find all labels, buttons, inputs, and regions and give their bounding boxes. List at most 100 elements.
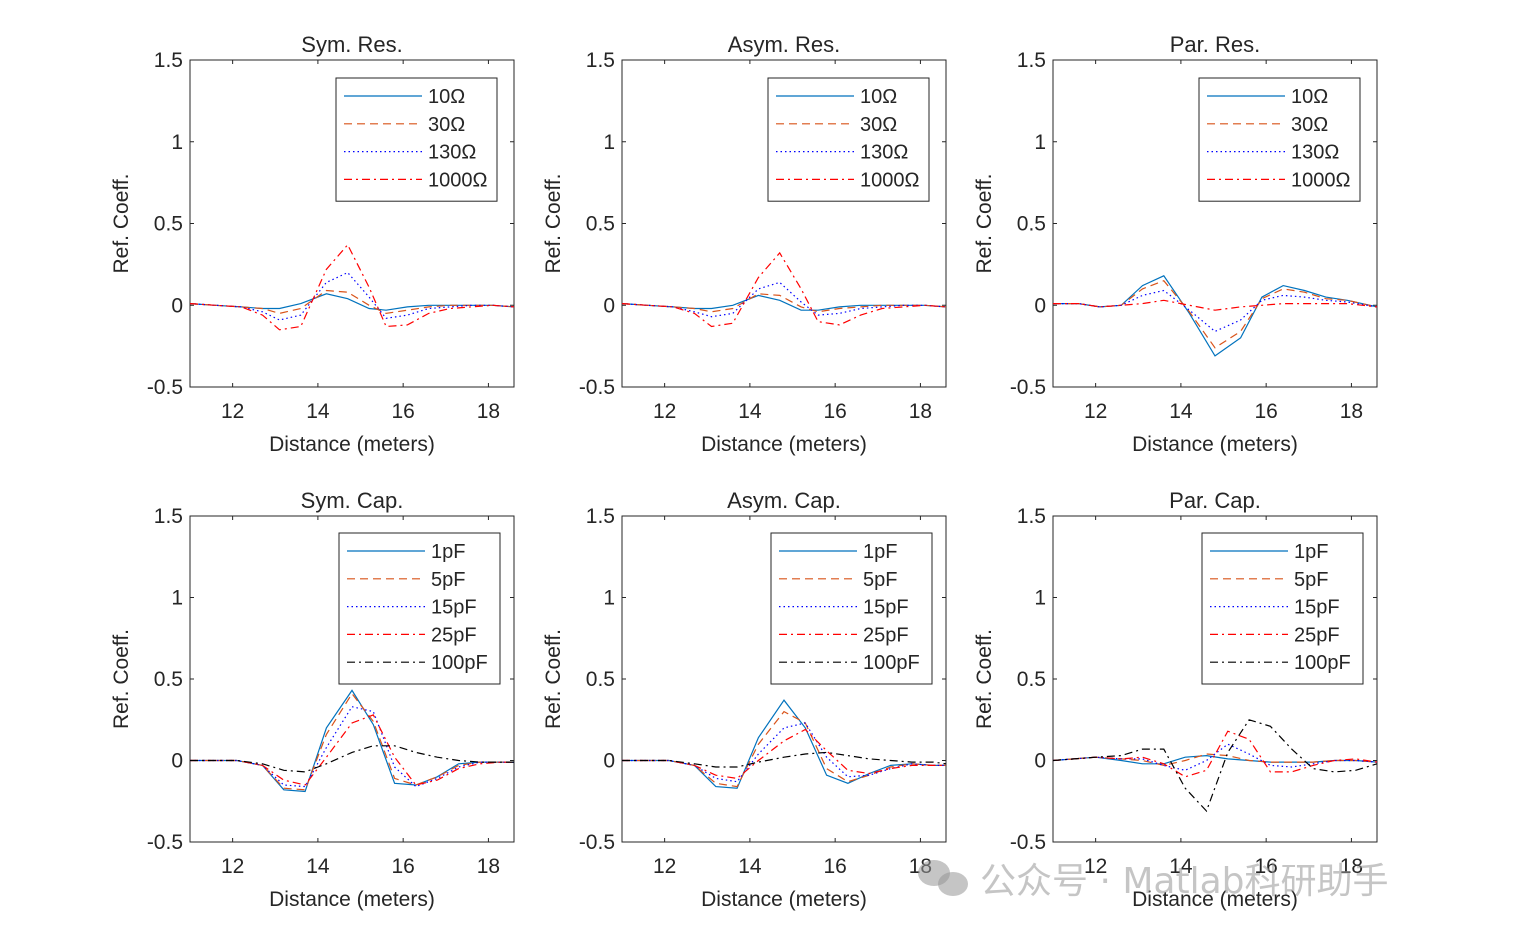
legend-label: 5pF <box>431 569 465 591</box>
y-tick-label: 0 <box>171 294 183 317</box>
series-line <box>622 281 946 318</box>
y-tick-label: 0.5 <box>586 668 615 691</box>
x-axis-label: Distance (meters) <box>1132 433 1298 456</box>
y-tick-label: 1 <box>603 131 615 154</box>
legend <box>335 77 498 202</box>
legend-label: 30Ω <box>860 114 897 136</box>
y-tick-label: 1 <box>171 131 183 154</box>
y-tick-label: 1 <box>1034 587 1046 610</box>
chart-title: Par. Res. <box>1170 32 1260 57</box>
watermark-text: 公众号 · Matlab科研助手 <box>980 861 1389 902</box>
x-tick-label: 12 <box>1084 400 1107 423</box>
y-tick-label: 1.5 <box>1017 505 1046 528</box>
chart-title: Asym. Res. <box>728 32 840 57</box>
legend <box>338 532 501 685</box>
chart-title: Par. Cap. <box>1169 488 1261 513</box>
legend-label: 30Ω <box>428 114 465 136</box>
series-line <box>190 243 514 331</box>
y-tick-label: -0.5 <box>579 376 615 399</box>
wechat-logo-icon <box>918 856 970 900</box>
series-line <box>190 714 514 786</box>
legend-label: 130Ω <box>860 142 908 164</box>
legend-label: 5pF <box>863 569 897 591</box>
y-tick-label: 0 <box>603 294 615 317</box>
y-axis-label: Ref. Coeff. <box>542 174 565 274</box>
legend-label: 100pF <box>431 652 488 674</box>
x-tick-label: 16 <box>1254 400 1277 423</box>
x-tick-label: 14 <box>306 400 330 423</box>
y-tick-label: 1.5 <box>154 49 183 72</box>
y-tick-label: 1.5 <box>586 505 615 528</box>
x-tick-label: 12 <box>653 400 676 423</box>
x-axis-label: Distance (meters) <box>701 433 867 456</box>
x-tick-label: 14 <box>738 400 762 423</box>
y-tick-label: 0.5 <box>586 213 615 236</box>
y-axis-label: Ref. Coeff. <box>973 174 996 274</box>
legend-label: 15pF <box>431 597 477 619</box>
x-tick-label: 12 <box>221 400 244 423</box>
chart-panel: 12 14 16 18 -0.5 0 0.5 1 1.5 Par. Cap. Distance (m… <box>973 488 1378 911</box>
legend <box>767 77 930 202</box>
series-line <box>622 251 946 328</box>
legend-label: 15pF <box>1294 597 1340 619</box>
x-tick-label: 16 <box>391 855 414 878</box>
chart-title: Sym. Cap. <box>301 488 404 513</box>
series-line <box>1053 299 1377 311</box>
y-axis-label: Ref. Coeff. <box>110 174 133 274</box>
legend <box>1201 532 1364 685</box>
x-tick-label: 18 <box>477 400 500 423</box>
y-tick-label: 0.5 <box>154 213 183 236</box>
y-tick-label: 1.5 <box>154 505 183 528</box>
x-tick-label: 12 <box>1084 855 1107 878</box>
legend-label: 10Ω <box>860 86 897 108</box>
legend-label: 30Ω <box>1291 114 1328 136</box>
legend-label: 130Ω <box>1291 142 1339 164</box>
chart-panel: 12 14 16 18 -0.5 0 0.5 1 1.5 Asym. Res. Distance (… <box>542 32 947 456</box>
y-tick-label: 0 <box>1034 750 1046 773</box>
y-tick-label: 0 <box>171 750 183 773</box>
series-line <box>622 293 946 313</box>
x-tick-label: 18 <box>477 855 500 878</box>
legend-label: 1000Ω <box>1291 169 1350 191</box>
chart-panel: 12 14 16 18 -0.5 0 0.5 1 1.5 Sym. Res. Distance (m… <box>110 32 515 456</box>
x-tick-label: 16 <box>823 400 846 423</box>
legend-label: 1pF <box>1294 541 1328 563</box>
legend-label: 130Ω <box>428 142 476 164</box>
x-tick-label: 18 <box>1340 855 1363 878</box>
x-tick-label: 16 <box>823 855 846 878</box>
legend-label: 100pF <box>863 652 920 674</box>
chart-title: Asym. Cap. <box>727 488 841 513</box>
y-tick-label: 0 <box>603 750 615 773</box>
y-tick-label: 0.5 <box>154 668 183 691</box>
y-tick-label: 1 <box>603 587 615 610</box>
y-tick-label: 0.5 <box>1017 668 1046 691</box>
series-line <box>622 728 946 780</box>
y-tick-label: -0.5 <box>1010 831 1046 854</box>
x-tick-label: 14 <box>738 855 762 878</box>
x-tick-label: 12 <box>653 855 676 878</box>
chart-panel: 12 14 16 18 -0.5 0 0.5 1 1.5 Par. Res. Distance (m… <box>973 32 1378 456</box>
y-axis-label: Ref. Coeff. <box>110 629 133 729</box>
x-tick-label: 16 <box>1254 855 1277 878</box>
watermark: 公众号 · Matlab科研助手 <box>918 854 1388 902</box>
series-line <box>190 293 514 311</box>
x-axis-label: Distance (meters) <box>269 888 435 911</box>
y-tick-label: 1.5 <box>586 49 615 72</box>
chart-panel: 12 14 16 18 -0.5 0 0.5 1 1.5 Sym. Cap. Distance (m… <box>110 488 515 911</box>
legend-label: 100pF <box>1294 652 1351 674</box>
legend-label: 1000Ω <box>860 169 919 191</box>
legend-label: 10Ω <box>428 86 465 108</box>
x-tick-label: 18 <box>1340 400 1363 423</box>
chart-title: Sym. Res. <box>301 32 402 57</box>
y-tick-label: 1 <box>171 587 183 610</box>
legend-label: 1000Ω <box>428 169 487 191</box>
x-axis-label: Distance (meters) <box>269 433 435 456</box>
x-tick-label: 14 <box>1169 400 1193 423</box>
series-line <box>1053 719 1377 813</box>
x-tick-label: 16 <box>391 400 414 423</box>
x-tick-label: 12 <box>221 855 244 878</box>
x-tick-label: 18 <box>909 400 932 423</box>
legend-label: 1pF <box>431 541 465 563</box>
